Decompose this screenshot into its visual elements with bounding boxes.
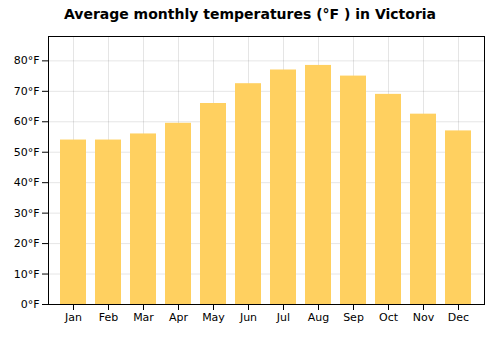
svg-text:10°F: 10°F [14, 268, 40, 281]
svg-text:Mar: Mar [133, 311, 154, 324]
svg-text:0°F: 0°F [21, 298, 40, 311]
svg-text:40°F: 40°F [14, 176, 40, 189]
svg-text:Jun: Jun [239, 311, 257, 324]
svg-text:Oct: Oct [379, 311, 399, 324]
svg-text:70°F: 70°F [14, 85, 40, 98]
svg-text:20°F: 20°F [14, 237, 40, 250]
svg-text:Jul: Jul [276, 311, 290, 324]
svg-text:30°F: 30°F [14, 207, 40, 220]
svg-text:Apr: Apr [169, 311, 189, 324]
svg-text:May: May [202, 311, 225, 324]
html-text:Average monthly temperatures (: Average monthly temperatures (°F ) in Vi… [63, 6, 437, 22]
svg-text:Jan: Jan [64, 311, 82, 324]
svg-text:Sep: Sep [343, 311, 364, 324]
svg-text:Nov: Nov [413, 311, 435, 324]
svg-text:Aug: Aug [308, 311, 329, 324]
svg-text:60°F: 60°F [14, 115, 40, 128]
svg-text:50°F: 50°F [14, 146, 40, 159]
svg-text:80°F: 80°F [14, 54, 40, 67]
svg-text:Feb: Feb [99, 311, 118, 324]
svg-text:Dec: Dec [448, 311, 469, 324]
